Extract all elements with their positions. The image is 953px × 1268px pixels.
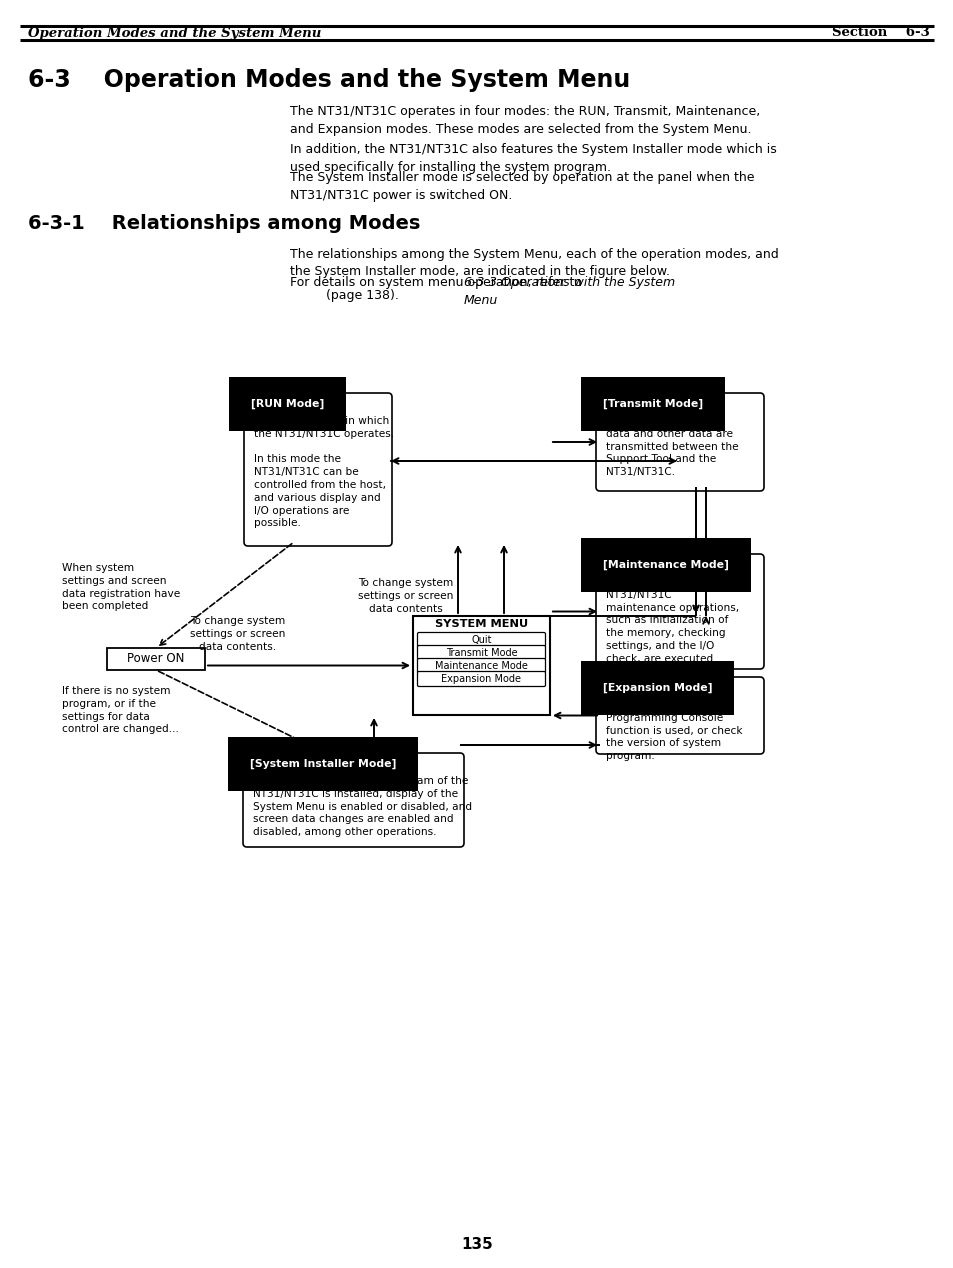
Text: Operation Modes and the System Menu: Operation Modes and the System Menu: [28, 27, 321, 39]
Text: The relationships among the System Menu, each of the operation modes, and
the Sy: The relationships among the System Menu,…: [290, 249, 778, 279]
Text: In this mode, screen
data and other data are
transmitted between the
Support Too: In this mode, screen data and other data…: [605, 416, 738, 477]
Text: [RUN Mode]: [RUN Mode]: [251, 399, 324, 410]
Text: The NT31/NT31C operates in four modes: the RUN, Transmit, Maintenance,
and Expan: The NT31/NT31C operates in four modes: t…: [290, 105, 760, 136]
Text: Transmit Mode: Transmit Mode: [445, 648, 517, 658]
Text: Power ON: Power ON: [127, 653, 185, 666]
Text: In this mode,
NT31/NT31C
maintenance operations,
such as initialization of
the m: In this mode, NT31/NT31C maintenance ope…: [605, 577, 739, 664]
Text: [Expansion Mode]: [Expansion Mode]: [602, 683, 712, 694]
Text: 6-3-1    Relationships among Modes: 6-3-1 Relationships among Modes: [28, 214, 420, 233]
Text: [Transmit Mode]: [Transmit Mode]: [602, 399, 702, 410]
Text: In addition, the NT31/NT31C also features the System Installer mode which is
use: In addition, the NT31/NT31C also feature…: [290, 143, 776, 174]
Text: To change system
settings or screen
data contents.: To change system settings or screen data…: [190, 616, 285, 652]
Text: For details on system menu operation, refer to: For details on system menu operation, re…: [290, 276, 585, 289]
Text: Quit: Quit: [471, 635, 491, 645]
Text: 6-3    Operation Modes and the System Menu: 6-3 Operation Modes and the System Menu: [28, 68, 630, 93]
Text: Maintenance Mode: Maintenance Mode: [435, 661, 527, 671]
Bar: [107, 648, 205, 670]
FancyBboxPatch shape: [596, 677, 763, 754]
Text: In this mode, the
Programming Console
function is used, or check
the version of : In this mode, the Programming Console fu…: [605, 700, 741, 761]
Text: SYSTEM MENU: SYSTEM MENU: [435, 619, 528, 629]
FancyBboxPatch shape: [417, 658, 545, 673]
Text: [Maintenance Mode]: [Maintenance Mode]: [602, 560, 728, 571]
Text: 6-3-3 Operations with the System
Menu: 6-3-3 Operations with the System Menu: [463, 276, 675, 307]
Text: When system
settings and screen
data registration have
been completed: When system settings and screen data reg…: [62, 563, 180, 611]
Text: This is the mode in which
the NT31/NT31C operates.

In this mode the
NT31/NT31C : This is the mode in which the NT31/NT31C…: [253, 416, 394, 529]
Text: Expansion Mode: Expansion Mode: [441, 675, 521, 683]
Text: The System Installer mode is selected by operation at the panel when the
NT31/NT: The System Installer mode is selected by…: [290, 171, 754, 202]
FancyBboxPatch shape: [417, 633, 545, 648]
FancyBboxPatch shape: [243, 753, 463, 847]
FancyBboxPatch shape: [596, 554, 763, 670]
FancyBboxPatch shape: [417, 645, 545, 661]
Text: [System Installer Mode]: [System Installer Mode]: [250, 760, 395, 770]
Text: (page 138).: (page 138).: [322, 289, 398, 302]
Text: If there is no system
program, or if the
settings for data
control are changed..: If there is no system program, or if the…: [62, 686, 179, 734]
Text: In this mode, the system program of the
NT31/NT31C is installed, display of the
: In this mode, the system program of the …: [253, 776, 472, 837]
Bar: [413, 616, 550, 715]
Text: Section    6-3: Section 6-3: [831, 27, 929, 39]
FancyBboxPatch shape: [244, 393, 392, 547]
Text: 135: 135: [460, 1238, 493, 1252]
Text: To change system
settings or screen
data contents: To change system settings or screen data…: [358, 578, 454, 614]
FancyBboxPatch shape: [417, 672, 545, 686]
FancyBboxPatch shape: [596, 393, 763, 491]
